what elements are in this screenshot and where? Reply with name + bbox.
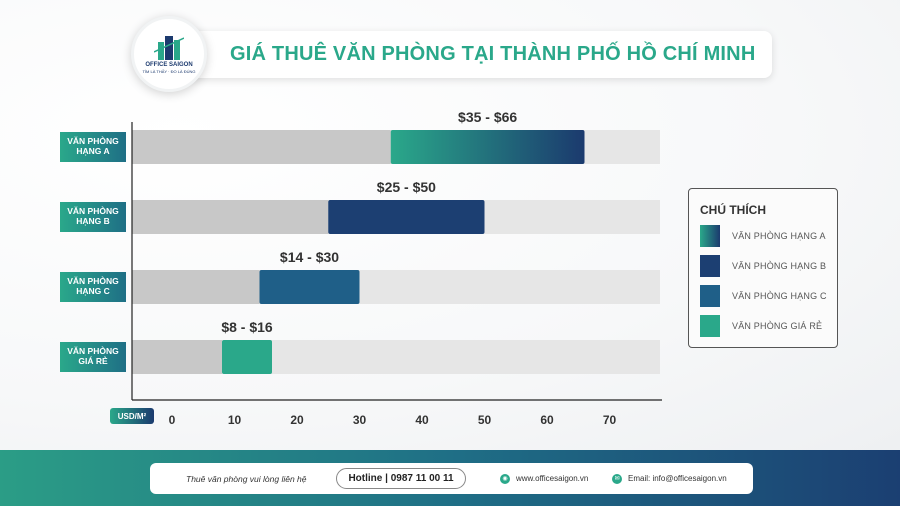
data-label: $14 - $30 [280, 249, 339, 265]
x-tick-label: 0 [169, 413, 176, 427]
page-title: GIÁ THUÊ VĂN PHÒNG TẠI THÀNH PHỐ HỒ CHÍ … [230, 43, 756, 65]
category-tag [60, 342, 126, 372]
x-tick-label: 20 [290, 413, 304, 427]
legend-item-gia-re: VĂN PHÒNG GIÁ RẺ [700, 315, 822, 337]
category-tag [60, 202, 126, 232]
range-bar [222, 340, 272, 374]
category-label: HẠNG B [76, 216, 110, 226]
category-label: VĂN PHÒNG [67, 345, 119, 356]
hotline-button[interactable]: Hotline | 0987 11 00 11 [336, 468, 466, 489]
website-link[interactable]: ◉ www.officesaigon.vn [500, 463, 588, 494]
email-link[interactable]: ✉ Email: info@officesaigon.vn [612, 463, 727, 494]
category-tag [60, 132, 126, 162]
footer-contact-bar: Thuê văn phòng vui lòng liên hệ Hotline … [150, 463, 753, 494]
globe-icon: ◉ [500, 473, 510, 484]
logo-name: OFFICE SAIGON [145, 62, 193, 68]
x-tick-label: 70 [603, 413, 617, 427]
legend: CHÚ THÍCH VĂN PHÒNG HẠNG A VĂN PHÒNG HẠN… [688, 188, 838, 348]
x-tick-label: 10 [228, 413, 242, 427]
bar-base [132, 130, 391, 164]
legend-swatch [700, 225, 720, 247]
range-bar [390, 130, 585, 164]
building-icon [154, 36, 184, 60]
data-label: $8 - $16 [221, 319, 273, 335]
unit-badge [110, 408, 154, 424]
legend-label: VĂN PHÒNG GIÁ RẺ [732, 321, 823, 331]
legend-swatch [700, 285, 720, 307]
category-label: HẠNG C [76, 286, 110, 296]
category-label: VĂN PHÒNG [67, 205, 119, 216]
footer-note: Thuê văn phòng vui lòng liên hệ [186, 473, 307, 484]
legend-swatch [700, 315, 720, 337]
bar-base [132, 200, 329, 234]
category-label: GIÁ RẺ [78, 355, 108, 366]
legend-label: VĂN PHÒNG HẠNG C [732, 291, 827, 301]
x-tick-label: 40 [415, 413, 429, 427]
email-text: Email: info@officesaigon.vn [628, 474, 727, 483]
legend-label: VĂN PHÒNG HẠNG A [732, 231, 826, 241]
legend-label: VĂN PHÒNG HẠNG B [732, 261, 827, 271]
legend-item-hang-a: VĂN PHÒNG HẠNG A [700, 225, 826, 247]
footer: Thuê văn phòng vui lòng liên hệ Hotline … [0, 450, 900, 506]
range-bar [328, 200, 485, 234]
category-label: VĂN PHÒNG [67, 135, 119, 146]
x-tick-label: 60 [540, 413, 554, 427]
legend-item-hang-b: VĂN PHÒNG HẠNG B [700, 255, 826, 277]
data-label: $35 - $66 [458, 109, 517, 125]
logo: OFFICE SAIGON TÌM LÀ THẤY · ĐO LÀ ĐÚNG [131, 16, 207, 92]
category-label: VĂN PHÒNG [67, 275, 119, 286]
legend-item-hang-c: VĂN PHÒNG HẠNG C [700, 285, 827, 307]
bar-base [132, 270, 260, 304]
x-tick-label: 50 [478, 413, 492, 427]
legend-swatch [700, 255, 720, 277]
header-bar: GIÁ THUÊ VĂN PHÒNG TẠI THÀNH PHỐ HỒ CHÍ … [170, 31, 772, 78]
x-tick-label: 30 [353, 413, 367, 427]
website-text: www.officesaigon.vn [516, 474, 589, 483]
logo-tagline: TÌM LÀ THẤY · ĐO LÀ ĐÚNG [142, 69, 196, 74]
bar-base [132, 340, 222, 374]
range-bar [259, 270, 360, 304]
mail-icon: ✉ [612, 473, 622, 484]
legend-title: CHÚ THÍCH [700, 203, 766, 217]
category-label: HẠNG A [76, 146, 109, 156]
category-tag [60, 272, 126, 302]
data-label: $25 - $50 [377, 179, 436, 195]
price-range-chart: $35 - $66 $25 - $50 $14 - $30 $8 - $16 VĂN … [60, 109, 662, 427]
x-axis-label: USD/M² [118, 412, 147, 421]
